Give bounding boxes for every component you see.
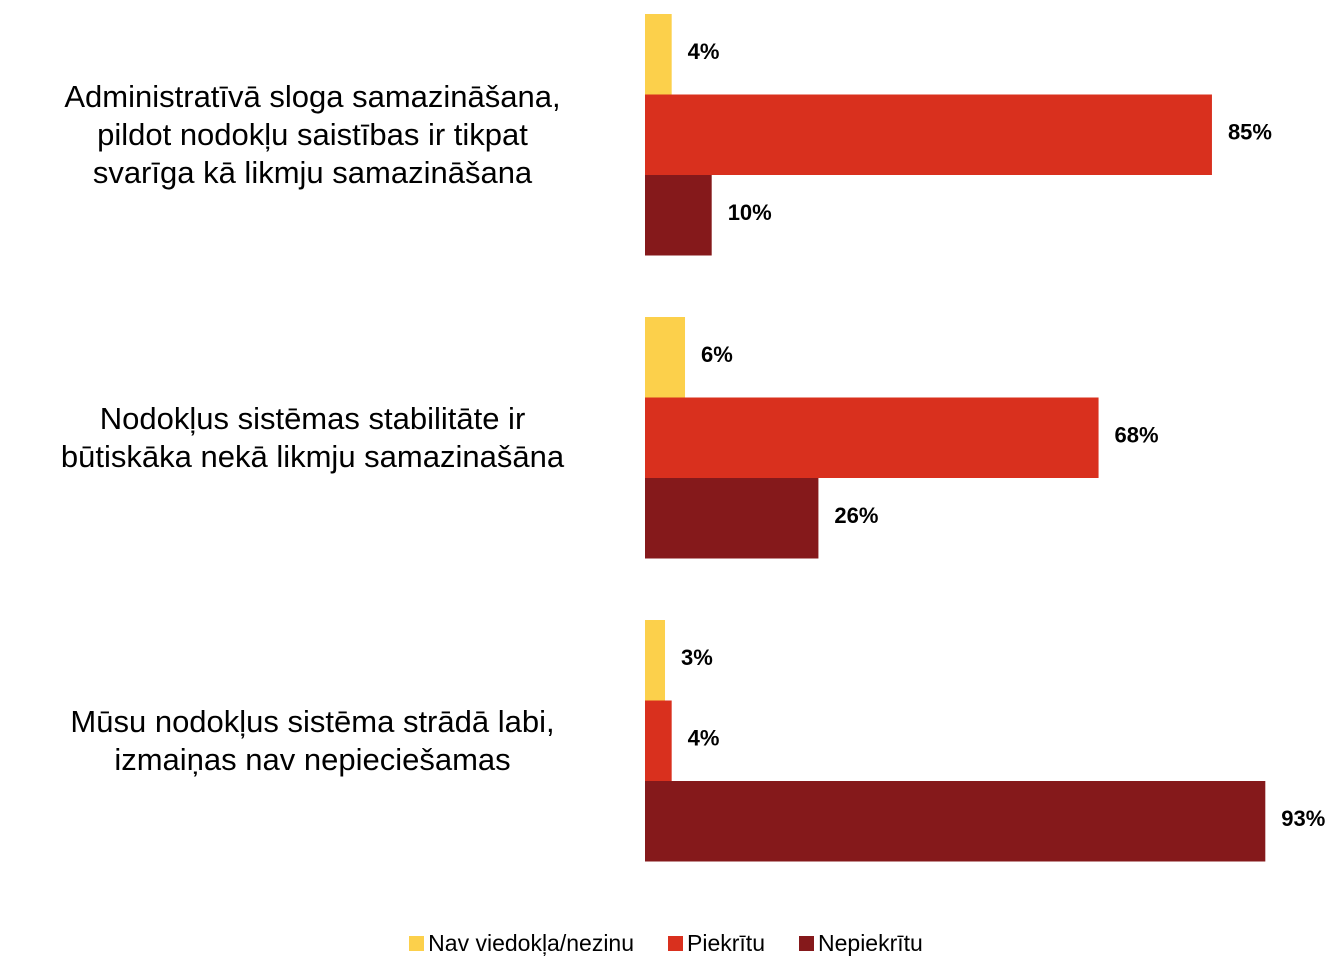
- value-label: 3%: [681, 645, 713, 670]
- legend-swatch: [409, 936, 425, 951]
- category-label: Administratīvā sloga samazināšana, pildo…: [64, 78, 561, 190]
- legend: Nav viedokļa/nezinu Piekrītu Nepiekrītu: [0, 930, 1332, 957]
- value-label: 4%: [688, 39, 720, 64]
- value-label: 68%: [1115, 423, 1159, 448]
- value-label: 85%: [1228, 120, 1272, 145]
- value-label: 26%: [834, 503, 878, 528]
- legend-item: Nav viedokļa/nezinu: [409, 930, 634, 957]
- legend-label: Piekrītu: [687, 930, 765, 956]
- legend-swatch: [799, 936, 814, 951]
- legend-item: Piekrītu: [668, 930, 765, 957]
- bar: [645, 14, 672, 95]
- bar: [645, 397, 1099, 478]
- value-label: 4%: [688, 726, 720, 751]
- value-label: 10%: [728, 200, 772, 225]
- category-label: Nodokļus sistēmas stabilitāte ir būtiskā…: [60, 400, 565, 474]
- bar: [645, 781, 1266, 862]
- bar: [645, 700, 672, 781]
- legend-label: Nav viedokļa/nezinu: [428, 930, 635, 956]
- bar: [645, 94, 1212, 175]
- legend-label: Nepiekrītu: [818, 930, 923, 956]
- bar: [645, 175, 712, 256]
- bar: [645, 317, 686, 398]
- legend-item: Nepiekrītu: [799, 930, 923, 957]
- bar: [645, 620, 666, 701]
- category-label: Mūsu nodokļus sistēma strādā labi, izmai…: [70, 703, 555, 777]
- value-label: 6%: [701, 342, 733, 367]
- value-label: 93%: [1281, 806, 1325, 831]
- legend-swatch: [668, 936, 684, 951]
- bar: [645, 478, 819, 559]
